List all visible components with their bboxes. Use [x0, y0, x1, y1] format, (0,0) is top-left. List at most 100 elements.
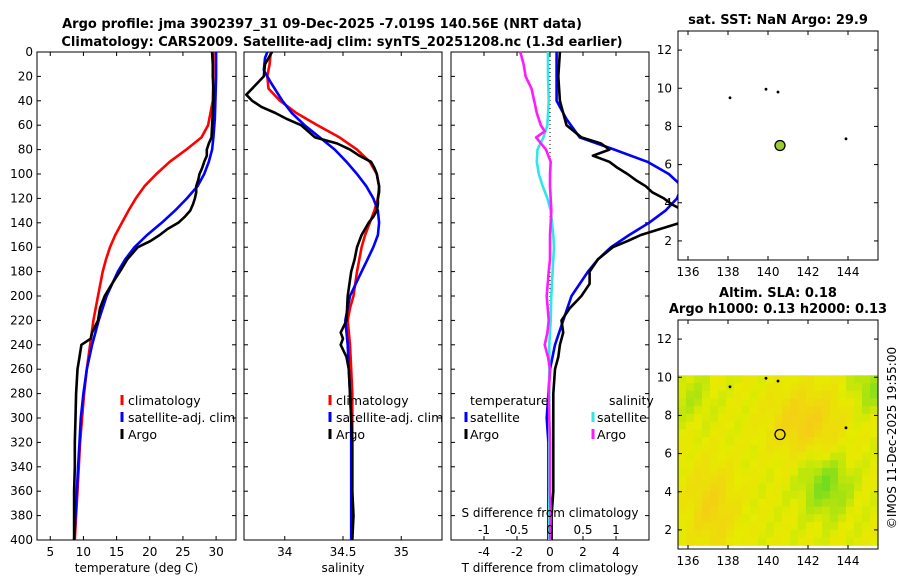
sla-cell — [846, 475, 855, 484]
s-diff-axis-label: S difference from climatology — [462, 506, 639, 520]
sla-cell — [806, 514, 815, 523]
sla-cell — [790, 483, 799, 492]
sla-cell — [870, 522, 879, 531]
sla-cell — [846, 398, 855, 407]
sla-cell — [822, 429, 831, 438]
sla-cell — [774, 444, 783, 454]
sla-cell — [678, 452, 687, 461]
map-x-tick-label: 142 — [797, 265, 820, 279]
sla-cell — [814, 475, 823, 484]
sla-cell — [766, 529, 775, 538]
sla-cell — [694, 468, 703, 477]
sla-cell — [742, 375, 751, 384]
sla-cell — [782, 537, 791, 546]
sla-cell — [750, 522, 759, 531]
x-axis-label: T difference from climatology — [461, 561, 639, 575]
sla-cell — [726, 413, 735, 423]
argo-line — [245, 51, 381, 541]
map-y-tick-label: 4 — [664, 196, 672, 210]
coastline-fragment — [844, 426, 848, 430]
sla-cell — [766, 383, 775, 392]
x-axis-label: temperature (deg C) — [75, 561, 198, 575]
sla-cell — [734, 383, 743, 392]
map-y-tick-label: 8 — [664, 408, 672, 422]
sla-cell — [702, 529, 711, 538]
sla-cell — [782, 429, 791, 438]
sla-cell — [758, 529, 767, 538]
sla-cell — [862, 383, 871, 392]
map-x-tick-label: 140 — [757, 265, 780, 279]
sla-cell — [710, 383, 719, 392]
sla-cell — [846, 498, 855, 508]
sla-cell — [678, 537, 687, 546]
sla-cell — [750, 452, 759, 461]
sla-cell — [798, 421, 807, 430]
sla-cell — [790, 491, 799, 500]
sla-cell — [742, 468, 751, 477]
sla-cell — [830, 537, 839, 546]
sla-cell — [830, 375, 839, 384]
sla-cell — [678, 413, 687, 423]
sla-cell — [774, 437, 783, 446]
sla-cell — [734, 483, 743, 492]
sla-cell — [790, 429, 799, 438]
sla-cell — [686, 522, 695, 531]
sla-cell — [806, 406, 815, 415]
sla-cell — [718, 429, 727, 438]
sla-cell — [814, 498, 823, 508]
sla-cell — [782, 529, 791, 538]
sla-cell — [734, 514, 743, 523]
sla-cell — [694, 406, 703, 415]
sla-cell — [854, 444, 863, 454]
sla-cell — [830, 413, 839, 423]
sla-cell — [766, 398, 775, 407]
sla-cell — [734, 529, 743, 538]
sla-cell — [742, 444, 751, 454]
sla-cell — [750, 529, 759, 538]
sla-cell — [726, 483, 735, 492]
map-x-tick-label: 140 — [757, 554, 780, 568]
sla-cell — [766, 468, 775, 477]
sla-cell — [846, 437, 855, 446]
sla-cell — [726, 460, 735, 469]
sla-cell — [758, 522, 767, 531]
y-tick-label: 380 — [10, 509, 33, 523]
sla-cell — [798, 498, 807, 508]
sla-cell — [702, 460, 711, 469]
sla-cell — [774, 383, 783, 392]
sla-cell — [846, 514, 855, 523]
sla-cell — [742, 514, 751, 523]
sla-cell — [694, 444, 703, 454]
sla-cell — [870, 421, 879, 430]
sla-cell — [694, 452, 703, 461]
sla-cell — [678, 383, 687, 392]
sla-cell — [822, 437, 831, 446]
sla-cell — [694, 475, 703, 484]
sla-cell — [814, 383, 823, 392]
sla-cell — [766, 475, 775, 484]
sla-cell — [854, 375, 863, 384]
sst-map-panel: 136 138 140 142 144 2 4 6 8 10 12 — [657, 30, 879, 279]
sla-cell — [718, 491, 727, 500]
sla-cell — [782, 468, 791, 477]
sla-cell — [846, 452, 855, 461]
sla-cell — [790, 375, 799, 384]
sla-cell — [710, 483, 719, 492]
sla-cell — [734, 429, 743, 438]
coastline-fragment — [764, 376, 768, 380]
sla-cell — [854, 437, 863, 446]
sla-cell — [694, 383, 703, 392]
sla-cell — [790, 406, 799, 415]
difference-panel: -4 -2 0 2 4 T difference from climatology S di… — [450, 51, 690, 575]
sla-cell — [710, 375, 719, 384]
sla-cell — [822, 483, 831, 492]
argo-line — [72, 51, 215, 540]
sla-cell — [782, 437, 791, 446]
x-tick-label: 5 — [46, 545, 54, 559]
sla-cell — [814, 537, 823, 546]
map-y-tick-label: 6 — [664, 447, 672, 461]
sla-cell — [838, 421, 847, 430]
sla-cell — [758, 514, 767, 523]
sla-cell — [798, 529, 807, 538]
sla-cell — [830, 383, 839, 392]
